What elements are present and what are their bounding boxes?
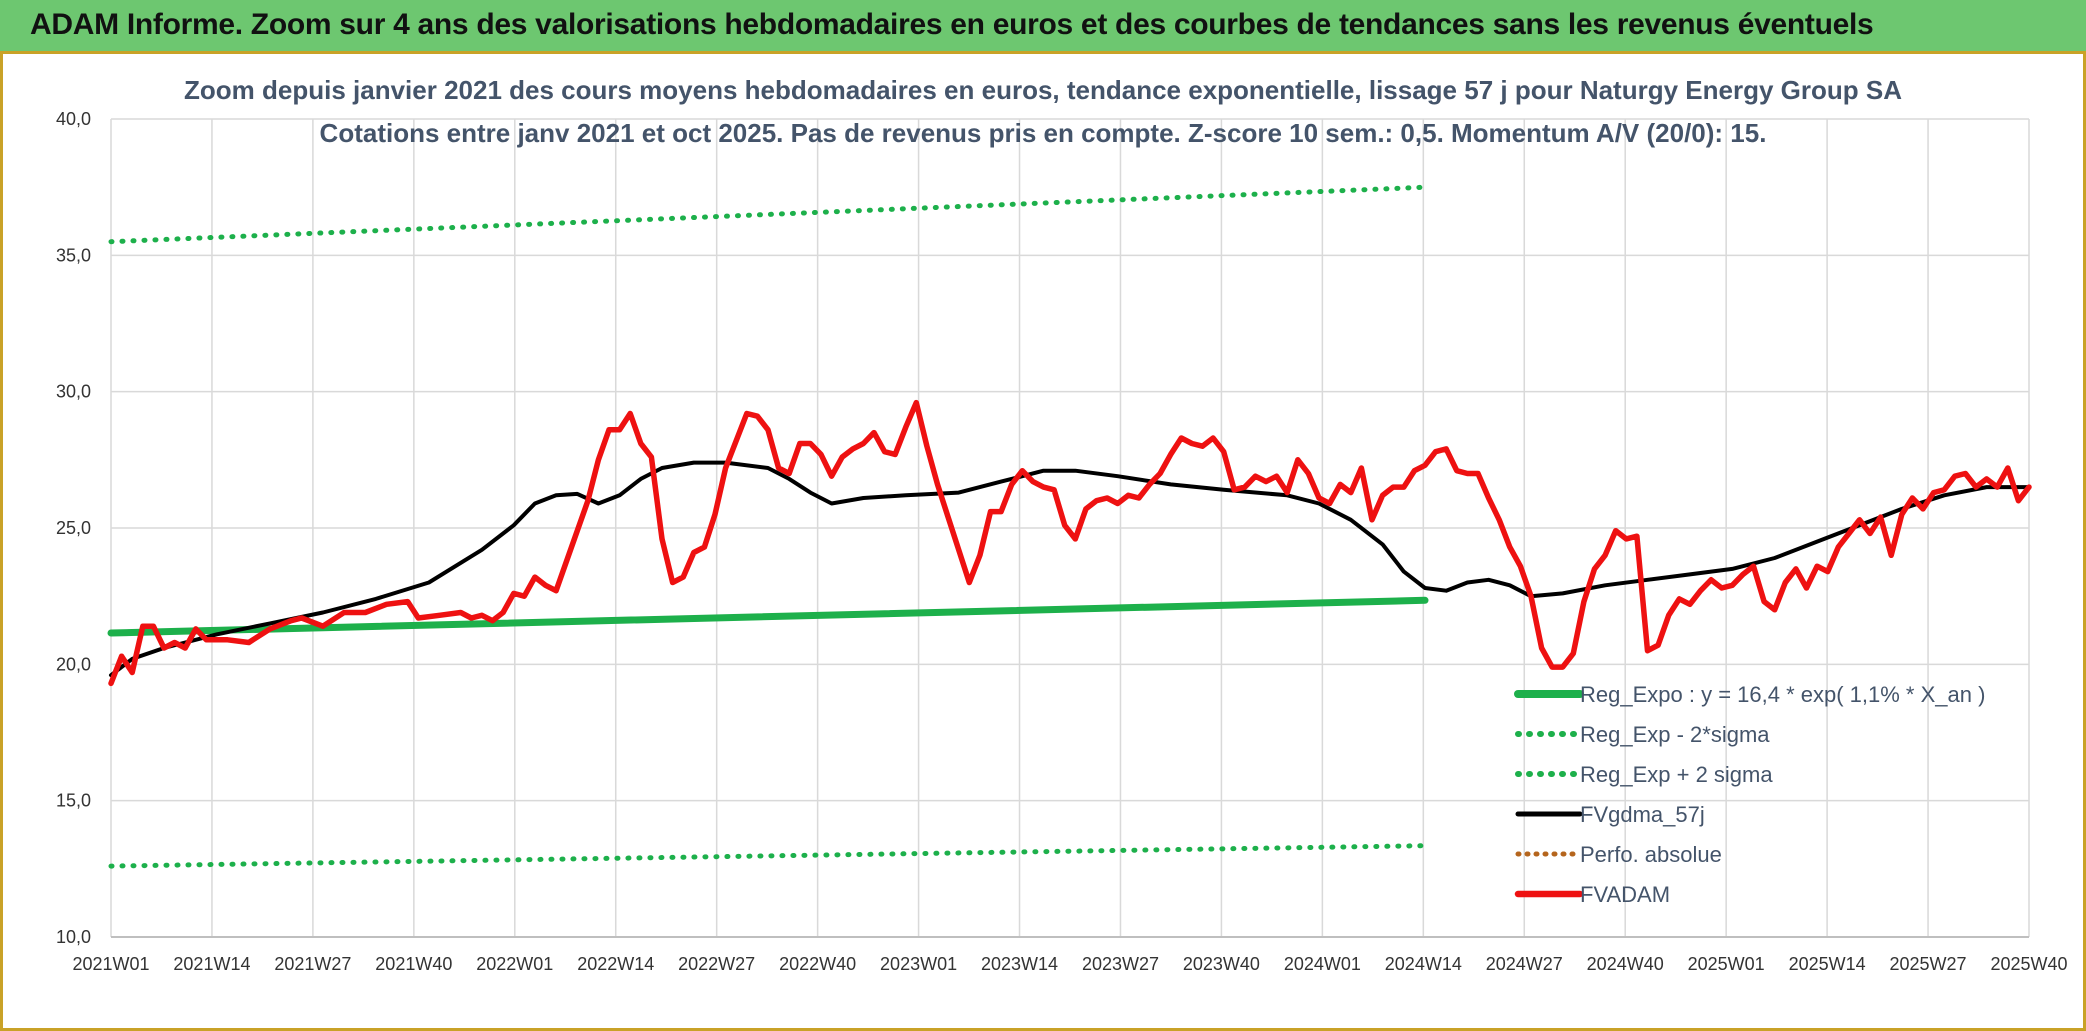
y-tick-label: 35,0: [56, 245, 91, 265]
legend-label: FVADAM: [1580, 882, 1670, 907]
x-tick-label: 2022W27: [678, 954, 755, 974]
y-tick-label: 30,0: [56, 382, 91, 402]
x-tick-label: 2025W14: [1789, 954, 1866, 974]
x-tick-label: 2025W01: [1688, 954, 1765, 974]
y-tick-label: 25,0: [56, 518, 91, 538]
x-tick-label: 2021W01: [72, 954, 149, 974]
line-chart: Zoom depuis janvier 2021 des cours moyen…: [56, 75, 2068, 974]
x-axis: 2021W01 2021W14 2021W27 2021W40 2022W01 2022W…: [72, 936, 2068, 974]
chart-title-line2: Cotations entre janv 2021 et oct 2025. P…: [320, 118, 1767, 148]
series-dotted-green: [108, 184, 1428, 245]
report-title: ADAM Informe. Zoom sur 4 ans des valoris…: [30, 8, 1874, 41]
x-tick-label: 2021W40: [375, 954, 452, 974]
report-banner: ADAM Informe. Zoom sur 4 ans des valoris…: [0, 0, 2086, 54]
x-tick-label: 2024W01: [1284, 954, 1361, 974]
x-tick-label: 2023W27: [1082, 954, 1159, 974]
series-solid-black: [109, 460, 2031, 678]
x-tick-label: 2022W14: [577, 954, 654, 974]
y-axis: 10,0 15,0 20,0 25,0 30,0 35,0 40,0: [56, 109, 91, 947]
x-tick-label: 2022W40: [779, 954, 856, 974]
series-solid-green: [107, 596, 1429, 637]
y-tick-label: 10,0: [56, 927, 91, 947]
x-tick-label: 2023W01: [880, 954, 957, 974]
legend: Reg_Expo : y = 16,4 * exp( 1,1% * X_an )…: [1514, 682, 1985, 907]
x-tick-label: 2021W27: [274, 954, 351, 974]
y-tick-label: 40,0: [56, 109, 91, 129]
x-tick-label: 2024W27: [1486, 954, 1563, 974]
chart-frame: Zoom depuis janvier 2021 des cours moyen…: [0, 54, 2086, 1031]
y-tick-label: 20,0: [56, 654, 91, 674]
series-dotted-green: [108, 843, 1428, 869]
legend-label: Reg_Expo : y = 16,4 * exp( 1,1% * X_an ): [1580, 682, 1985, 707]
x-tick-label: 2025W27: [1890, 954, 1967, 974]
x-tick-label: 2022W01: [476, 954, 553, 974]
legend-label: Reg_Exp - 2*sigma: [1580, 722, 1770, 747]
series-solid-red: [108, 399, 2032, 687]
x-tick-label: 2023W14: [981, 954, 1058, 974]
x-tick-label: 2024W40: [1587, 954, 1664, 974]
legend-label: FVgdma_57j: [1580, 802, 1705, 827]
legend-label: Reg_Exp + 2 sigma: [1580, 762, 1773, 787]
gridlines: [110, 118, 2030, 938]
series-lines: [107, 184, 2032, 869]
x-tick-label: 2024W14: [1385, 954, 1462, 974]
x-tick-label: 2021W14: [173, 954, 250, 974]
y-tick-label: 15,0: [56, 791, 91, 811]
x-tick-label: 2025W40: [1990, 954, 2067, 974]
x-tick-label: 2023W40: [1183, 954, 1260, 974]
legend-label: Perfo. absolue: [1580, 842, 1722, 867]
chart-title-line1: Zoom depuis janvier 2021 des cours moyen…: [184, 75, 1902, 105]
